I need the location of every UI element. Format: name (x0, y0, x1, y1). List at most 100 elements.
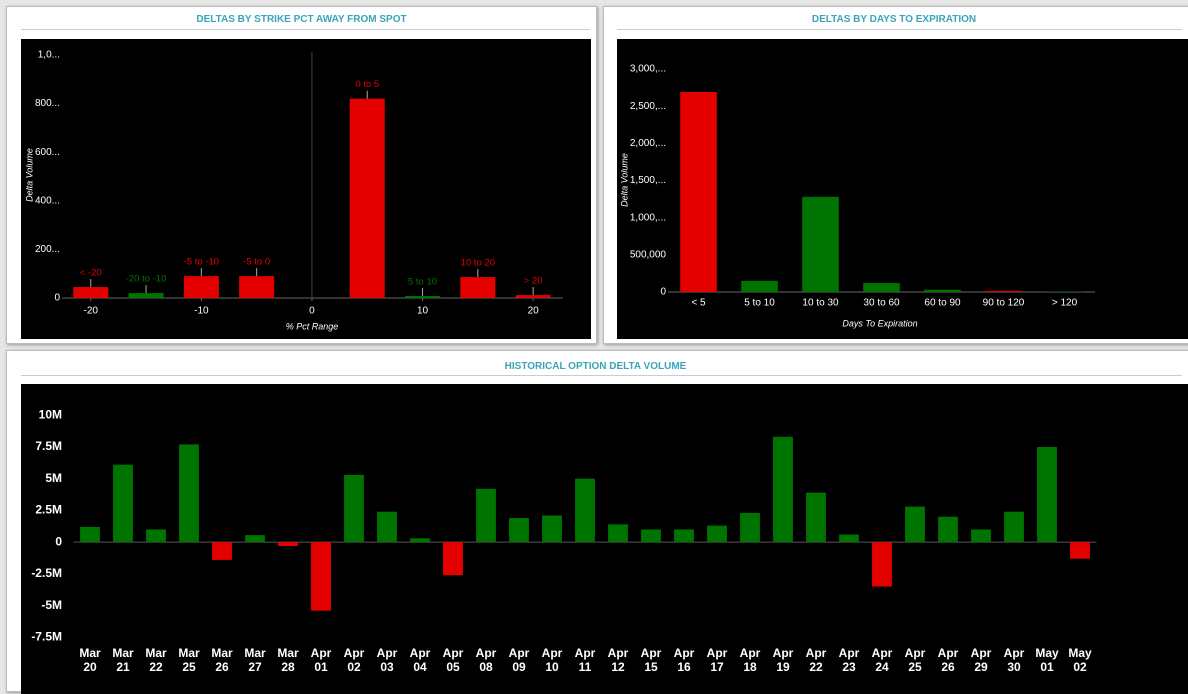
x-tick-label: Apr 10 (539, 646, 565, 674)
bar (311, 542, 331, 611)
x-tick-label: 90 to 120 (983, 298, 1025, 309)
x-tick-label: 10 (417, 306, 429, 317)
bar (212, 542, 232, 560)
x-tick-label: Apr 24 (869, 646, 895, 674)
x-tick-label: -20 (84, 306, 99, 317)
bar-label: > 20 (524, 276, 543, 287)
y-tick-label: 1,000,... (630, 212, 666, 223)
x-tick-label: Apr 18 (737, 646, 763, 674)
x-tick-label: Apr 12 (605, 646, 631, 674)
x-tick-label: Apr 04 (407, 646, 433, 674)
x-axis-title: Days To Expiration (842, 318, 917, 328)
bar (73, 287, 108, 298)
bar (184, 276, 219, 298)
y-tick-label: 0 (660, 287, 666, 298)
x-tick-label: Apr 08 (473, 646, 499, 674)
x-tick-label: Apr 23 (836, 646, 862, 674)
bar (80, 527, 100, 542)
y-axis-title: Delta Volume (24, 148, 34, 202)
x-tick-label: Apr 30 (1001, 646, 1027, 674)
x-tick-label: 5 to 10 (744, 298, 775, 309)
bar (971, 529, 991, 542)
y-tick-label: 10M (39, 407, 62, 421)
x-tick-label: Mar 20 (77, 646, 103, 674)
y-tick-label: 600... (35, 147, 60, 158)
bar-label: < -20 (80, 268, 102, 279)
x-tick-label: Apr 01 (308, 646, 334, 674)
bar (179, 444, 199, 542)
y-tick-label: 7.5M (35, 439, 62, 453)
x-tick-label: Mar 27 (242, 646, 268, 674)
bar (278, 542, 298, 546)
bar (410, 538, 430, 542)
bar-label: 5 to 10 (408, 277, 437, 288)
x-tick-label: May 02 (1067, 646, 1093, 674)
x-tick-label: 20 (528, 306, 540, 317)
bar (1004, 512, 1024, 542)
bar (113, 465, 133, 542)
bar (1037, 447, 1057, 542)
bar-label: 10 to 20 (461, 258, 495, 269)
bar (741, 281, 778, 292)
y-tick-label: 800... (35, 98, 60, 109)
bar (608, 524, 628, 542)
bar (806, 493, 826, 542)
x-tick-label: Apr 29 (968, 646, 994, 674)
bar (680, 92, 717, 292)
bar-label: 0 to 5 (355, 79, 379, 90)
y-tick-label: 2,000,... (630, 138, 666, 149)
x-tick-label: Apr 16 (671, 646, 697, 674)
bar (239, 276, 274, 298)
bar (1070, 542, 1090, 558)
x-tick-label: Apr 26 (935, 646, 961, 674)
x-tick-label: Mar 28 (275, 646, 301, 674)
x-tick-label: Mar 25 (176, 646, 202, 674)
y-tick-label: 0 (55, 534, 62, 548)
bar-label: -20 to -10 (126, 274, 167, 285)
x-tick-label: May 01 (1034, 646, 1060, 674)
x-tick-label: Apr 25 (902, 646, 928, 674)
x-tick-label: Apr 03 (374, 646, 400, 674)
y-tick-label: -5M (41, 598, 62, 612)
y-tick-label: -7.5M (31, 629, 62, 643)
x-tick-label: Apr 17 (704, 646, 730, 674)
bar (924, 290, 961, 292)
bar (476, 489, 496, 542)
bar (377, 512, 397, 542)
x-tick-label: > 120 (1052, 298, 1078, 309)
bar (674, 529, 694, 542)
y-tick-label: 400... (35, 195, 60, 206)
y-tick-label: 1,500,... (630, 175, 666, 186)
bar (839, 535, 859, 543)
x-tick-label: Mar 21 (110, 646, 136, 674)
bar (938, 517, 958, 542)
bar (740, 513, 760, 542)
x-tick-label: Apr 15 (638, 646, 664, 674)
bar (905, 507, 925, 543)
bar (460, 277, 495, 298)
x-tick-label: Mar 22 (143, 646, 169, 674)
bar (863, 283, 900, 292)
y-tick-label: 3,000,... (630, 64, 666, 75)
bar (985, 291, 1022, 292)
x-tick-label: 60 to 90 (924, 298, 961, 309)
y-tick-label: 2,500,... (630, 101, 666, 112)
bar (516, 295, 551, 298)
x-tick-label: -10 (194, 306, 209, 317)
bar-label: -5 to 0 (243, 257, 270, 268)
y-tick-label: 2.5M (35, 503, 62, 517)
bar (575, 479, 595, 542)
y-tick-label: 500,000 (630, 249, 667, 260)
y-tick-label: 0 (54, 293, 60, 304)
x-tick-label: < 5 (691, 298, 706, 309)
x-tick-label: Mar 26 (209, 646, 235, 674)
bar (146, 529, 166, 542)
bar (245, 535, 265, 542)
x-tick-label: 0 (309, 306, 315, 317)
x-tick-label: Apr 05 (440, 646, 466, 674)
bar (405, 296, 440, 298)
y-tick-label: -2.5M (31, 566, 62, 580)
bar (872, 542, 892, 586)
